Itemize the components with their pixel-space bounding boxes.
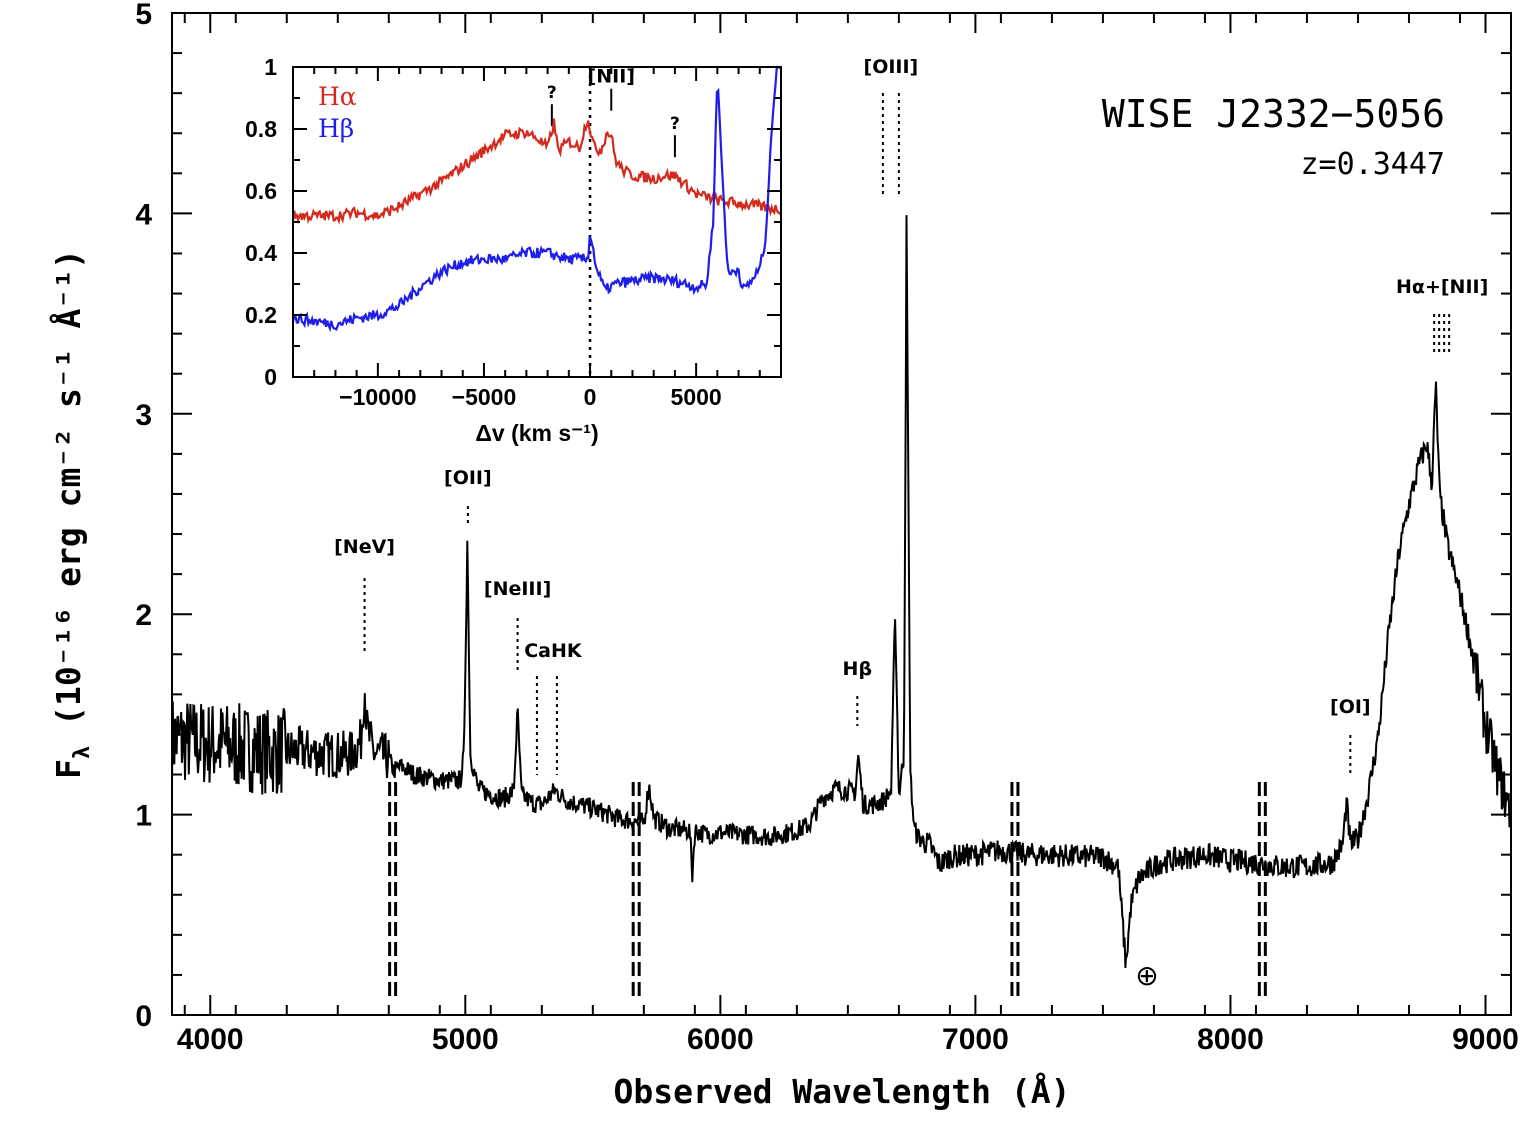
emission-line-label: [NeV] (334, 536, 395, 558)
emission-line-label: [OII] (444, 467, 492, 489)
emission-line-label: CaHK (524, 640, 583, 662)
main-axis-ticks: 4000 5000 6000 7000 8000 9000 0 1 2 3 4 5 (135, 0, 1519, 1056)
inset-feature-label: ? (547, 83, 557, 103)
y-tick-label: 4 (135, 198, 152, 231)
inset-y-tick-label: 0.2 (245, 302, 277, 328)
inset-y-tick-label: 0.4 (245, 240, 277, 266)
inset-markers: ? [NII]? (547, 66, 680, 377)
redshift-label: z=0.3447 (1301, 147, 1446, 182)
emission-line-label: [OI] (1330, 696, 1371, 718)
x-axis-title: Observed Wavelength (Å) (614, 1071, 1071, 1111)
x-tick-label: 6000 (687, 1023, 754, 1056)
x-tick-label: 7000 (942, 1023, 1009, 1056)
inset-x-tick-label: −10000 (339, 384, 416, 410)
inset-halpha-line (291, 118, 782, 225)
emission-line-label: Hα+[NII] (1396, 276, 1488, 298)
inset-y-tick-label: 0 (264, 364, 277, 390)
inset-y-tick-label: 0.8 (245, 116, 277, 142)
emission-line-label: [NeIII] (484, 578, 551, 600)
object-name: WISE J2332−5056 (1102, 92, 1445, 136)
x-tick-label: 4000 (177, 1023, 244, 1056)
main-spectrum-line (171, 215, 1512, 969)
telluric-symbol: ⊕ (1135, 959, 1158, 992)
inset-y-tick-label: 1 (264, 54, 277, 80)
inset-hbeta-line (291, 65, 782, 333)
x-tick-label: 9000 (1452, 1023, 1519, 1056)
y-tick-label: 3 (135, 399, 152, 432)
main-line-markers: [NeV] [OII] [NeIII] CaHK Hβ [OIII] [OI] Hα+[NII… (334, 56, 1488, 1000)
inset-legend-hbeta: Hβ (318, 114, 354, 143)
inset-y-tick-label: 0.6 (245, 178, 277, 204)
inset-feature-label: ? (670, 114, 680, 134)
emission-line-label: [OIII] (864, 56, 919, 78)
y-axis-title-rest: (10⁻¹⁶ erg cm⁻² s⁻¹ Å⁻¹) (48, 249, 88, 746)
emission-line-label: Hβ (843, 658, 873, 680)
y-axis-title-sub: λ (70, 746, 95, 759)
inset-x-tick-label: −5000 (452, 384, 517, 410)
inset-background (293, 67, 781, 377)
y-tick-label: 5 (135, 0, 152, 31)
x-tick-label: 8000 (1197, 1023, 1264, 1056)
y-axis-title: Fλ (10⁻¹⁶ erg cm⁻² s⁻¹ Å⁻¹) (48, 249, 95, 779)
y-axis-title-main: F (49, 759, 88, 779)
y-tick-label: 0 (135, 1000, 152, 1033)
inset-x-axis-title: Δv (km s⁻¹) (475, 420, 598, 446)
inset-feature-label: [NII] (588, 66, 635, 88)
main-plot-frame (171, 12, 1512, 1016)
inset-x-tick-label: 0 (584, 384, 597, 410)
inset-axis-ticks: −10000 −5000 0 5000 0 0.2 0.4 0.6 0.8 1 (245, 54, 782, 410)
inset-legend-halpha: Hα (318, 82, 357, 111)
y-tick-label: 2 (135, 599, 152, 632)
x-tick-label: 5000 (432, 1023, 499, 1056)
y-tick-label: 1 (135, 800, 152, 833)
inset-x-tick-label: 5000 (671, 384, 722, 410)
